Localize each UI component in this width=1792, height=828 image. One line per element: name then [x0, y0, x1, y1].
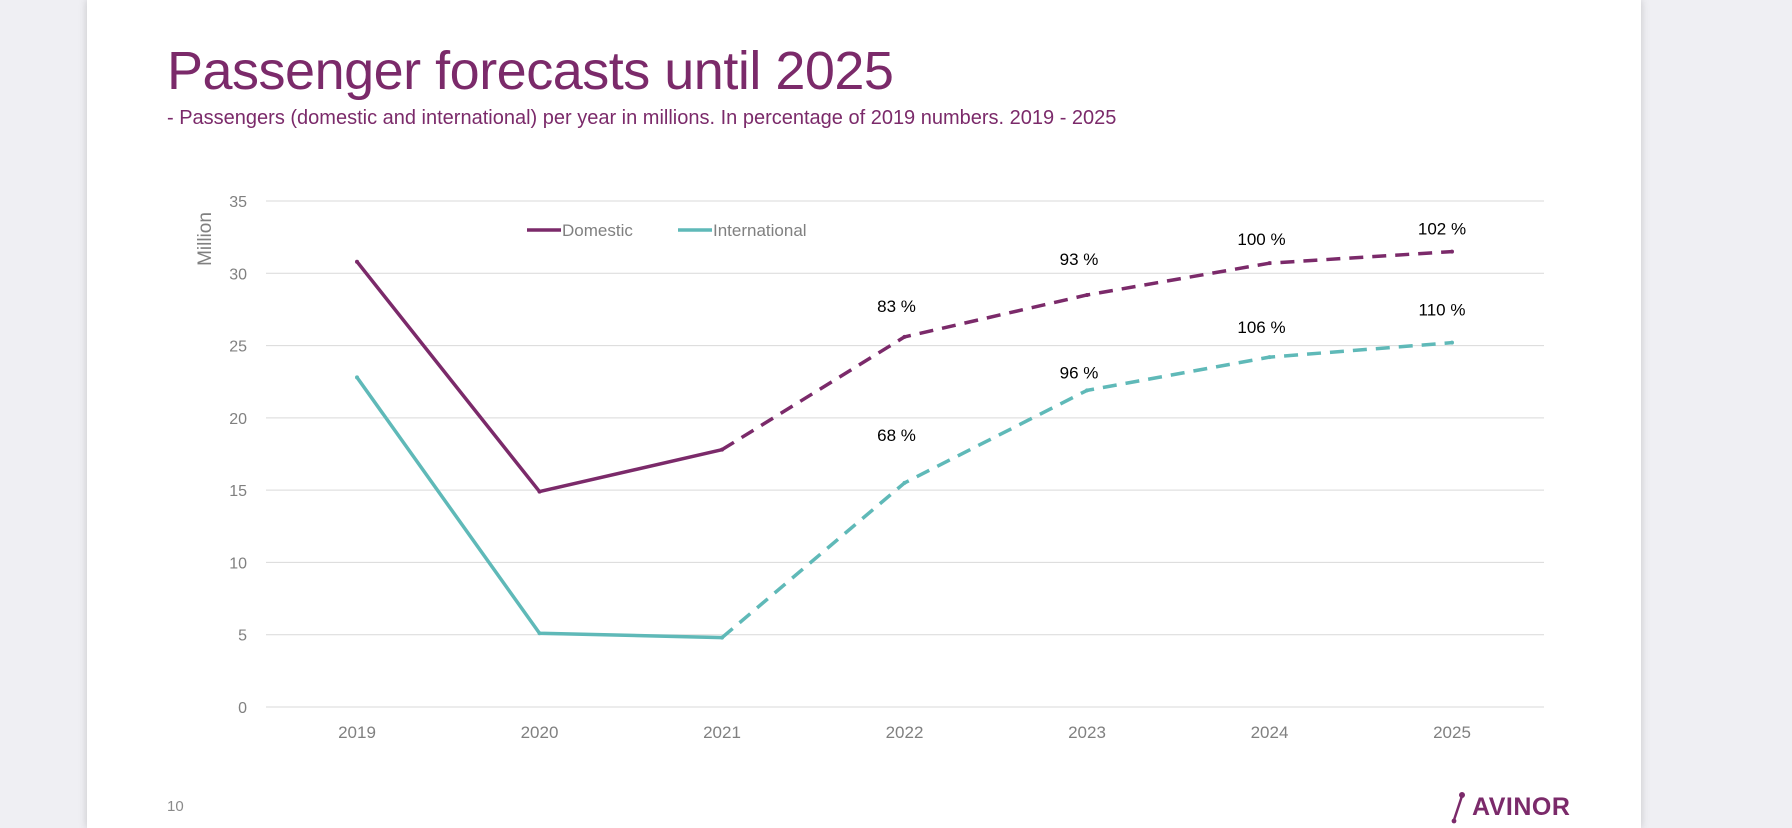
international-data-point: [902, 480, 907, 485]
slide-subtitle: - Passengers (domestic and international…: [167, 107, 1117, 129]
legend-domestic-label: Domestic: [562, 221, 633, 240]
x-tick-label: 2023: [1068, 723, 1106, 742]
slide: Passenger forecasts until 2025 - Passeng…: [87, 0, 1641, 828]
domestic-data-label: 93 %: [1060, 250, 1099, 269]
international-data-label: 110 %: [1419, 301, 1466, 320]
x-tick-label: 2024: [1251, 723, 1289, 742]
international-data-point: [1450, 340, 1454, 345]
x-tick-label: 2022: [886, 723, 924, 742]
avinor-logo: AVINOR: [1450, 790, 1570, 824]
domestic-data-point: [1267, 261, 1272, 266]
page-number: 10: [167, 798, 184, 815]
international-data-point: [1085, 388, 1089, 393]
domestic-data-point: [720, 447, 724, 452]
x-tick-label: 2020: [521, 723, 559, 742]
international-data-label: 68 %: [877, 426, 916, 445]
y-tick-label: 10: [229, 555, 247, 572]
y-tick-label: 0: [238, 700, 247, 717]
avinor-logo-icon: [1451, 792, 1465, 824]
international-data-point: [1267, 355, 1272, 360]
y-tick-label: 20: [229, 411, 247, 428]
international-data-point: [720, 635, 724, 640]
international-data-point: [537, 631, 542, 636]
domestic-data-label: 102 %: [1418, 220, 1466, 239]
domestic-data-point: [902, 334, 907, 339]
international-data-label: 106 %: [1237, 318, 1285, 337]
domestic-data-point: [355, 259, 359, 264]
y-tick-label: 15: [229, 483, 247, 500]
domestic-data-label: 100 %: [1237, 230, 1285, 249]
y-tick-label: 5: [238, 628, 247, 645]
domestic-data-point: [1085, 292, 1089, 297]
y-tick-label: 25: [229, 339, 247, 356]
y-tick-label: 30: [229, 266, 247, 283]
x-tick-label: 2021: [703, 723, 741, 742]
domestic-data-label: 83 %: [877, 297, 916, 316]
international-data-label: 96 %: [1060, 363, 1099, 382]
x-tick-label: 2025: [1433, 723, 1471, 742]
international-actual-line: [355, 376, 723, 640]
domestic-data-point: [537, 489, 542, 494]
avinor-logo-text: AVINOR: [1472, 792, 1571, 821]
y-tick-label: 35: [229, 194, 247, 211]
y-axis-title: Million: [195, 212, 216, 266]
slide-title: Passenger forecasts until 2025: [167, 41, 894, 101]
domestic-data-point: [1450, 249, 1454, 254]
legend-international-label: International: [713, 221, 807, 240]
x-tick-label: 2019: [338, 723, 376, 742]
international-data-point: [355, 375, 359, 380]
